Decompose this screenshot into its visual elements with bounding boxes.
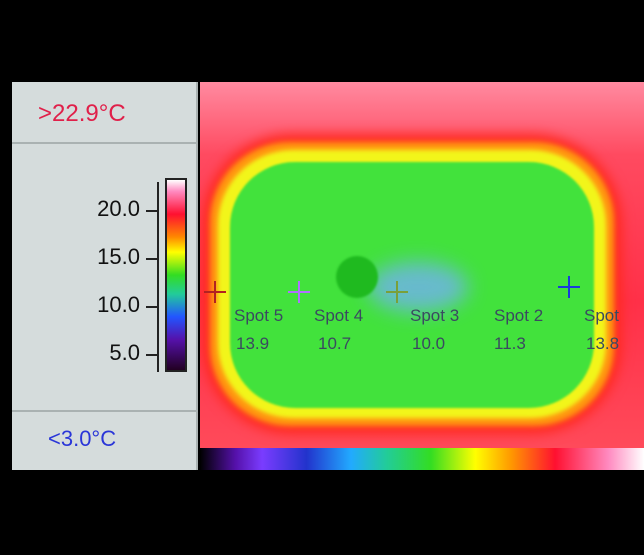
scale-tick — [146, 354, 158, 356]
spot-2-crosshair-icon[interactable] — [558, 276, 580, 298]
scale-axis — [157, 182, 159, 372]
scale-tick — [146, 258, 158, 260]
scale-tick-label: 10.0 — [97, 292, 140, 317]
spot-5-value: 13.9 — [236, 334, 270, 353]
thermal-image[interactable]: Spot 5 13.9 Spot 4 10.7 Spot 3 10.0 Spot… — [200, 82, 644, 448]
spot-4-label: Spot 4 — [314, 306, 364, 325]
spot-1-value: 13.8 — [586, 334, 620, 353]
scale-tick-label: 5.0 — [109, 340, 140, 365]
scale-tick — [146, 306, 158, 308]
spot-2-value: 11.3 — [494, 334, 526, 353]
spot-2-label: Spot 2 — [494, 306, 544, 325]
color-scale-bar — [165, 178, 187, 372]
spot-3-crosshair-icon[interactable] — [386, 281, 408, 303]
spot-1-label: Spot — [584, 306, 619, 325]
spot-5-crosshair-icon[interactable] — [204, 281, 226, 303]
spot-5-label: Spot 5 — [234, 306, 284, 325]
spot-3-value: 10.0 — [412, 334, 446, 353]
color-palette-strip — [200, 448, 644, 470]
scale-tick-label: 15.0 — [97, 244, 140, 269]
spot-4-crosshair-icon[interactable] — [288, 281, 310, 303]
top-black-band — [0, 0, 644, 78]
max-temperature-box: >22.9°C — [12, 82, 196, 144]
temperature-scale-panel: >22.9°C 20.0 15.0 10.0 5.0 <3.0°C — [12, 82, 198, 470]
bottom-black-band — [0, 470, 644, 555]
warm-spot-area — [336, 256, 378, 298]
cool-area — [368, 262, 468, 312]
min-temperature-label: <3.0°C — [48, 426, 117, 451]
max-temperature-label: >22.9°C — [38, 100, 126, 127]
min-temperature-box: <3.0°C — [12, 410, 196, 470]
spot-3-label: Spot 3 — [410, 306, 460, 325]
scale-tick-label: 20.0 — [97, 196, 140, 221]
scale-tick — [146, 210, 158, 212]
spot-4-value: 10.7 — [318, 334, 352, 353]
